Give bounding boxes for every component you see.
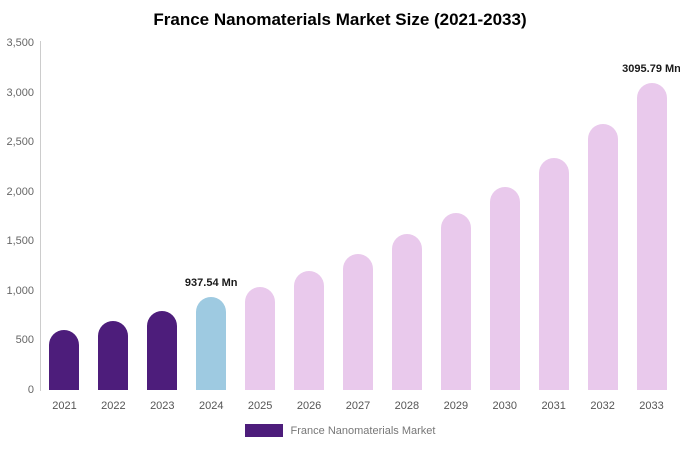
chart-title: France Nanomaterials Market Size (2021-2… xyxy=(153,10,527,29)
legend: France Nanomaterials Market xyxy=(0,424,680,437)
y-axis-label: 3,500 xyxy=(6,37,34,49)
bar-2032 xyxy=(587,124,618,390)
y-axis-label: 500 xyxy=(15,334,34,347)
bar-2022 xyxy=(98,320,129,390)
bar-2030 xyxy=(489,186,520,390)
bar-2025 xyxy=(245,286,276,390)
bar-2023 xyxy=(147,310,178,390)
y-axis-label: 1,000 xyxy=(6,284,34,297)
x-axis-label: 2026 xyxy=(296,400,322,412)
x-axis-label: 2032 xyxy=(590,400,615,412)
legend-label: France Nanomaterials Market xyxy=(290,424,436,437)
x-axis-label: 2030 xyxy=(492,400,517,412)
bar-2027 xyxy=(343,254,373,390)
bar-2028 xyxy=(391,234,422,390)
y-axis-label: 0 xyxy=(27,384,34,396)
x-axis-label: 2029 xyxy=(443,400,469,412)
x-axis-label: 2021 xyxy=(52,400,77,412)
legend-swatch xyxy=(244,424,283,437)
y-axis-label: 3,000 xyxy=(6,86,34,99)
data-label: 937.54 Mn xyxy=(184,277,238,290)
bar-2031 xyxy=(538,158,569,390)
x-axis-label: 2023 xyxy=(150,400,175,412)
x-axis-label: 2024 xyxy=(198,400,224,412)
y-axis-label: 1,500 xyxy=(6,235,34,248)
x-axis-label: 2027 xyxy=(345,400,371,412)
y-axis-label: 2,500 xyxy=(6,136,34,149)
bar-2021 xyxy=(49,329,80,390)
y-axis-label: 2,000 xyxy=(6,185,34,198)
bar-2026 xyxy=(294,271,325,390)
data-label: 3095.79 Mn xyxy=(622,63,680,76)
bar-2029 xyxy=(440,212,471,390)
bar-2033 xyxy=(636,83,667,390)
x-axis-label: 2025 xyxy=(247,400,273,412)
x-axis-label: 2028 xyxy=(394,400,420,412)
x-axis-label: 2033 xyxy=(639,400,664,412)
y-axis-line xyxy=(40,41,41,391)
bar-2024 xyxy=(196,297,227,390)
x-axis-label: 2022 xyxy=(101,400,126,412)
x-axis-label: 2031 xyxy=(541,400,566,412)
